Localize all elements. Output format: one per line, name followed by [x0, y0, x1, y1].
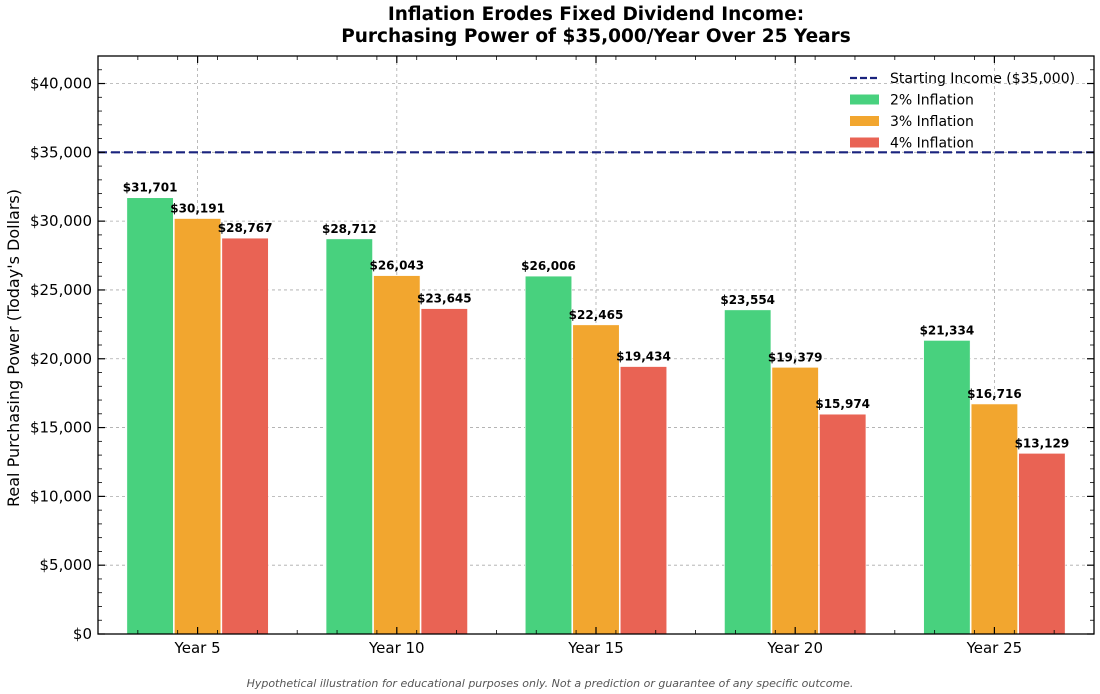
x-tick-label: Year 25	[966, 639, 1023, 657]
footnote: Hypothetical illustration for educationa…	[247, 677, 854, 690]
y-tick-label: $10,000	[30, 487, 92, 505]
data-label: $19,434	[616, 350, 671, 364]
y-tick-label: $35,000	[30, 143, 92, 161]
y-tick-label: $15,000	[30, 419, 92, 437]
data-label: $28,767	[218, 221, 273, 235]
bar	[724, 309, 772, 635]
legend-label-starting-income: Starting Income ($35,000)	[890, 71, 1075, 87]
data-label: $26,006	[521, 259, 576, 273]
bar	[819, 413, 867, 635]
data-label: $21,334	[920, 323, 975, 337]
x-tick-label: Year 15	[567, 639, 624, 657]
bar	[923, 340, 971, 635]
legend-swatch	[850, 116, 879, 126]
bar	[572, 324, 620, 635]
data-label: $15,974	[815, 397, 870, 411]
bars	[126, 197, 1066, 635]
y-tick-label: $25,000	[30, 281, 92, 299]
y-tick-label: $20,000	[30, 350, 92, 368]
x-tick-label: Year 10	[368, 639, 425, 657]
bar	[373, 275, 421, 635]
legend-swatch	[850, 94, 879, 105]
data-label: $23,554	[720, 293, 775, 307]
data-label: $26,043	[369, 259, 424, 273]
legend-label: 4% Inflation	[890, 136, 974, 152]
bar	[420, 308, 468, 635]
data-label: $22,465	[569, 308, 624, 322]
y-tick-label: $40,000	[30, 75, 92, 93]
data-label: $28,712	[322, 222, 377, 236]
bar	[619, 366, 668, 635]
bar	[174, 218, 222, 635]
axes: $0 $5,000 $10,000 $15,000 $20,000 $25,000 $30,…	[30, 55, 1095, 657]
y-axis-label: Real Purchasing Power (Today's Dollars)	[4, 189, 23, 507]
bar	[1018, 453, 1066, 635]
y-tick-label: $5,000	[40, 556, 93, 574]
bar	[325, 238, 373, 635]
bar	[126, 197, 174, 635]
bar	[524, 275, 573, 635]
data-label: $31,701	[123, 181, 178, 195]
y-tick-label: $30,000	[30, 212, 92, 230]
bar	[221, 237, 269, 635]
legend-label: 3% Inflation	[890, 114, 974, 130]
chart-title-line-1: Inflation Erodes Fixed Dividend Income:	[388, 4, 804, 25]
x-tick-label: Year 20	[766, 639, 823, 657]
data-label: $19,379	[768, 350, 823, 364]
data-labels: $31,701 $28,712 $26,006 $23,554 $21,334 $30,1…	[123, 181, 1069, 451]
data-label: $13,129	[1015, 436, 1070, 450]
data-label: $30,191	[170, 202, 225, 216]
data-label: $23,645	[417, 292, 472, 306]
data-label: $16,716	[967, 387, 1022, 401]
legend-label: 2% Inflation	[890, 93, 974, 109]
chart-title-line-2: Purchasing Power of $35,000/Year Over 25…	[341, 26, 851, 47]
legend: Starting Income ($35,000) 2% Inflation 3% …	[850, 71, 1075, 152]
bar	[771, 367, 819, 635]
y-tick-label: $0	[73, 625, 92, 643]
x-tick-label: Year 5	[174, 639, 221, 657]
bar	[970, 403, 1018, 635]
legend-swatch	[850, 137, 879, 148]
